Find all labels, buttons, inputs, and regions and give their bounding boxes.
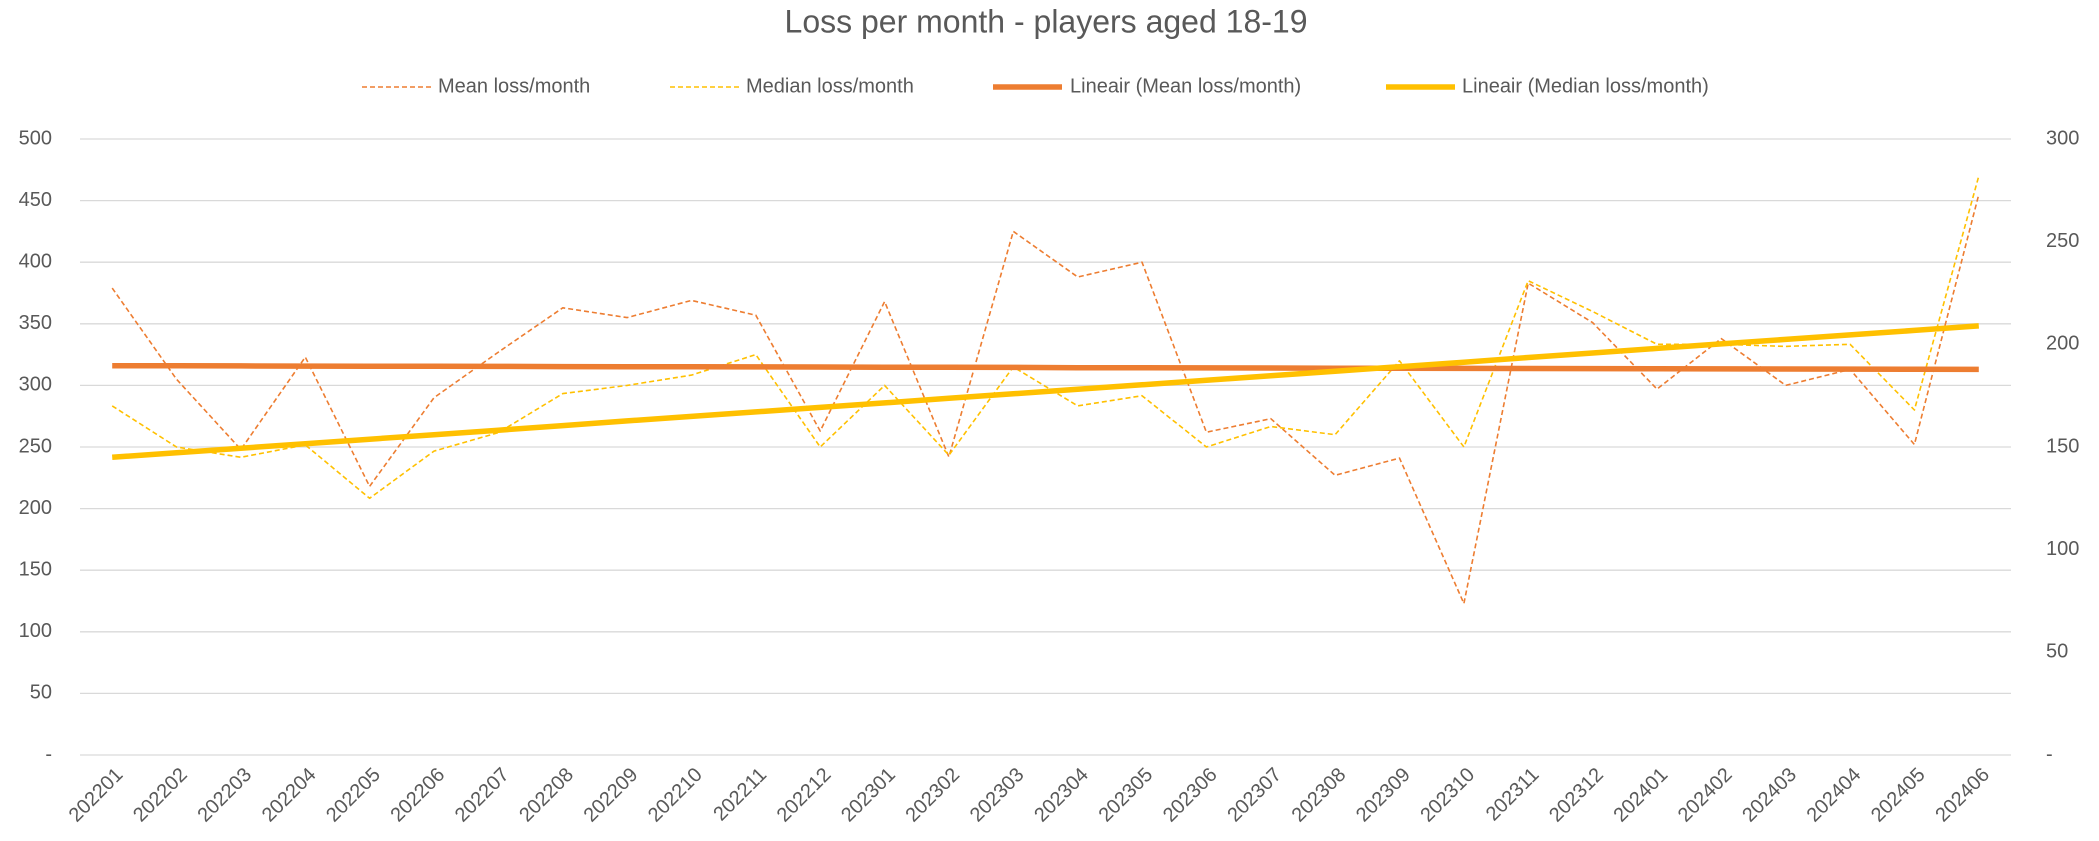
y-tick-label: 300: [19, 374, 52, 396]
y-tick-label: -: [45, 743, 52, 765]
y-tick-label: 250: [19, 435, 52, 457]
x-tick-label: 202212: [773, 764, 836, 827]
x-tick-label: 202210: [644, 764, 707, 827]
x-tick-label: 202204: [258, 764, 321, 827]
x-tick-label: 202303: [966, 764, 1029, 827]
data-line: [111, 194, 1980, 605]
x-tick-label: 202209: [580, 764, 643, 827]
x-tick-label: 202406: [1931, 764, 1994, 827]
y2-tick-label: 50: [2046, 641, 2068, 663]
x-tick-label: 202312: [1545, 764, 1608, 827]
x-tick-label: 202211: [709, 764, 771, 826]
y-tick-label: 500: [19, 127, 52, 149]
x-tick-label: 202205: [322, 764, 385, 827]
legend-label: Lineair (Mean loss/month): [1070, 75, 1301, 97]
x-tick-label: 202310: [1416, 764, 1479, 827]
trend-line: [112, 362, 1979, 373]
x-tick-label: 202203: [193, 764, 256, 827]
chart-title: Loss per month - players aged 18-19: [785, 3, 1308, 39]
y-tick-label: 450: [19, 189, 52, 211]
x-tick-label: 202201: [65, 764, 128, 827]
x-tick-label: 202308: [1288, 764, 1351, 827]
x-tick-label: 202305: [1095, 764, 1158, 827]
x-tick-label: 202301: [837, 764, 900, 827]
y-tick-label: 400: [19, 250, 52, 272]
x-tick-label: 202207: [451, 764, 514, 827]
x-tick-label: 202405: [1867, 764, 1930, 827]
trend-line: [112, 323, 1979, 461]
y2-tick-label: 150: [2046, 435, 2079, 457]
y-tick-label: 100: [19, 620, 52, 642]
legend-label: Median loss/month: [746, 75, 914, 97]
x-tick-label: 202307: [1223, 764, 1286, 827]
x-tick-label: 202309: [1352, 764, 1415, 827]
y-tick-label: 350: [19, 312, 52, 334]
x-tick-label: 202302: [901, 764, 964, 827]
x-tick-label: 202402: [1674, 764, 1737, 827]
x-tick-label: 202306: [1159, 764, 1222, 827]
data-line: [111, 175, 1980, 500]
x-tick-label: 202202: [129, 764, 192, 827]
x-tick-label: 202403: [1738, 764, 1801, 827]
y2-tick-label: 200: [2046, 333, 2079, 355]
y-tick-label: 50: [30, 682, 52, 704]
x-tick-label: 202311: [1482, 764, 1544, 826]
legend-label: Lineair (Median loss/month): [1462, 75, 1709, 97]
y-tick-label: 150: [19, 558, 52, 580]
x-tick-label: 202304: [1030, 764, 1093, 827]
x-tick-label: 202206: [387, 764, 450, 827]
x-tick-label: 202401: [1609, 764, 1672, 827]
y2-tick-label: 300: [2046, 127, 2079, 149]
y-tick-label: 200: [19, 497, 52, 519]
y2-tick-label: 250: [2046, 230, 2079, 252]
legend-label: Mean loss/month: [438, 75, 590, 97]
y2-tick-label: 100: [2046, 538, 2079, 560]
y2-tick-label: -: [2046, 743, 2053, 765]
x-tick-label: 202208: [515, 764, 578, 827]
x-tick-label: 202404: [1803, 764, 1866, 827]
